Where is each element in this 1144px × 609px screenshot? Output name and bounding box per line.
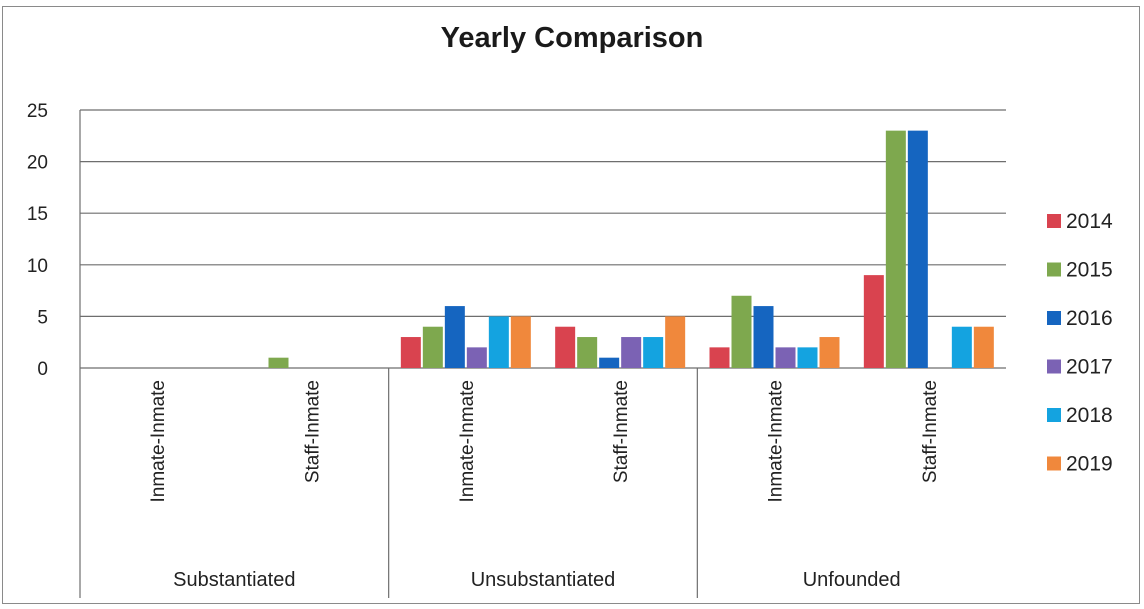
category-labels: Inmate-Inmate Staff-Inmate Inmate-Inmate St… (148, 380, 941, 503)
y-tick-label: 0 (37, 359, 48, 380)
legend-label-2016: 2016 (1066, 307, 1113, 330)
bar-2015-1 (268, 357, 289, 368)
legend-swatch-2014 (1047, 214, 1061, 228)
bar-2016-4 (753, 306, 774, 368)
bar-2016-3 (599, 357, 620, 368)
bar-2014-5 (863, 275, 884, 368)
category-label: Inmate-Inmate (457, 380, 478, 503)
chart-frame (2, 6, 1140, 604)
bar-2014-4 (709, 347, 730, 368)
legend-swatch-2015 (1047, 262, 1061, 277)
bar-2019-3 (665, 316, 686, 368)
axes (79, 110, 698, 598)
category-label: Inmate-Inmate (766, 380, 787, 503)
bar-2015-4 (731, 295, 752, 368)
gridlines (80, 109, 1006, 369)
bar-2019-2 (510, 316, 531, 368)
bar-2015-2 (422, 326, 443, 368)
bar-2019-4 (819, 337, 840, 368)
legend-label-2019: 2019 (1066, 453, 1113, 476)
chart-title: Yearly Comparison (440, 22, 704, 54)
y-tick-label: 25 (27, 101, 48, 122)
category-label: Staff-Inmate (920, 380, 941, 483)
bars (268, 130, 994, 368)
bar-2019-5 (973, 326, 994, 368)
y-tick-label: 5 (37, 307, 48, 328)
legend-label-2014: 2014 (1066, 210, 1113, 233)
category-label: Inmate-Inmate (148, 380, 169, 503)
legend-label-2015: 2015 (1066, 259, 1113, 282)
legend-swatch-2017 (1047, 359, 1061, 374)
bar-2018-5 (951, 326, 972, 368)
group-label: Unfounded (803, 569, 901, 591)
legend-swatch-2018 (1047, 408, 1061, 422)
bar-2015-5 (885, 130, 906, 368)
bar-2018-2 (488, 316, 509, 368)
bar-2018-4 (797, 347, 818, 368)
bar-2014-2 (400, 337, 421, 368)
y-axis-ticks: 0 5 10 15 20 25 (27, 101, 48, 380)
group-label: Unsubstantiated (471, 569, 616, 591)
legend-swatch-2019 (1047, 456, 1061, 471)
bar-2016-5 (907, 130, 928, 368)
legend-swatch-2016 (1047, 311, 1061, 325)
legend-label-2018: 2018 (1066, 404, 1113, 427)
legend-label-2017: 2017 (1066, 356, 1113, 379)
category-label: Staff-Inmate (303, 380, 324, 483)
group-labels: Substantiated Unsubstantiated Unfounded (173, 569, 900, 591)
category-label: Staff-Inmate (611, 380, 632, 483)
y-tick-label: 10 (27, 256, 48, 277)
bar-2015-3 (577, 337, 598, 368)
y-tick-label: 20 (27, 153, 48, 174)
bar-2017-3 (621, 337, 642, 368)
bar-2017-4 (775, 347, 796, 368)
bar-2014-3 (555, 326, 576, 368)
legend: 2014 2015 2016 2017 2018 2019 (1047, 210, 1113, 476)
bar-2016-2 (444, 306, 465, 368)
bar-2017-2 (466, 347, 487, 368)
group-label: Substantiated (173, 569, 295, 591)
bar-2018-3 (643, 337, 664, 368)
y-tick-label: 15 (27, 204, 48, 225)
